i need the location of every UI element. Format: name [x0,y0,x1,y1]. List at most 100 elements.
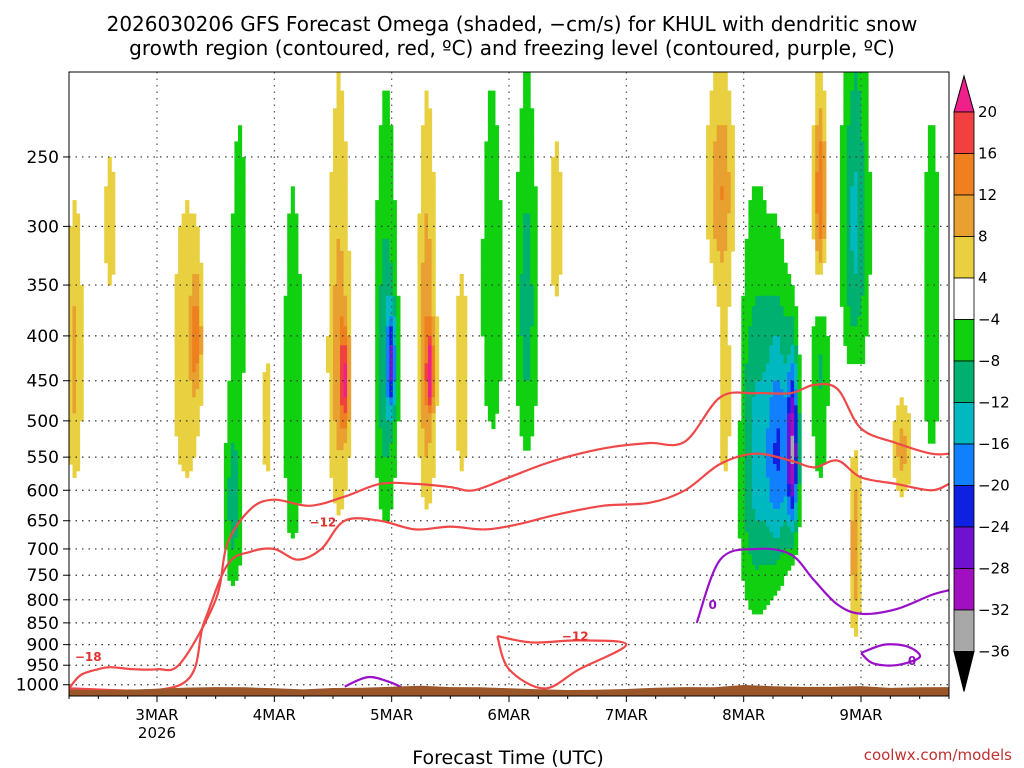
omega-cell [424,496,429,504]
omega-cell [195,316,200,327]
omega-cell [487,200,492,215]
omega-cell [790,380,795,390]
omega-cell [748,428,753,437]
omega-cell [850,502,855,510]
omega-cell [713,90,718,109]
x-tick-label: 9MAR [839,706,882,724]
omega-cell [174,306,179,317]
omega-cell [762,262,767,275]
omega-cell [431,428,436,437]
omega-cell [375,213,380,227]
omega-cell [776,428,781,437]
omega-cell [523,326,528,337]
omega-cell [794,380,799,390]
omega-cell [230,326,235,337]
omega-cell [769,457,774,465]
omega-cell [340,171,345,187]
omega-cell [389,316,394,327]
omega-cell [523,141,528,158]
omega-cell [241,213,246,227]
omega-cell [762,564,767,571]
omega-cell [720,420,725,429]
omega-cell [227,490,232,498]
omega-cell [347,306,352,317]
omega-cell [382,428,387,437]
omega-cell [491,306,496,317]
omega-cell [417,420,422,429]
omega-cell [762,306,767,317]
omega-cell [69,443,74,451]
omega-cell [526,316,531,327]
omega-cell [741,405,746,414]
omega-cell [523,428,528,437]
omega-cell [850,543,855,550]
omega-cell [769,595,774,601]
omega-cell [290,262,295,275]
omega-cell [424,483,429,491]
omega-cell [421,483,426,491]
omega-cell [385,306,390,317]
omega-cell [378,380,383,390]
omega-cell [751,428,756,437]
omega-cell [340,496,345,504]
omega-cell [431,200,436,215]
omega-cell [526,443,531,451]
omega-cell [903,457,908,465]
omega-cell [234,514,239,522]
colorbar-tick-label: 16 [978,145,997,163]
omega-cell [69,372,74,382]
colorbar-band [953,277,975,320]
omega-cell [294,250,299,264]
omega-cell [421,397,426,406]
omega-cell [424,397,429,406]
omega-cell [185,316,190,327]
omega-cell [340,470,345,478]
omega-cell [385,171,390,187]
omega-cell [811,186,816,201]
omega-cell [192,363,197,373]
omega-cell [428,295,433,307]
omega-cell [385,514,390,522]
omega-cell [392,316,397,327]
omega-cell [389,200,394,215]
omega-cell [382,262,387,275]
omega-cell [294,502,299,510]
omega-cell [523,108,528,126]
omega-cell [424,295,429,307]
omega-cell [463,363,468,373]
omega-cell [744,363,749,373]
omega-cell [533,335,538,346]
omega-cell [287,435,292,444]
omega-cell [283,316,288,327]
omega-cell [934,316,939,327]
omega-cell [737,420,742,429]
omega-cell [519,345,524,356]
omega-cell [287,372,292,382]
omega-cell [487,380,492,390]
omega-cell [758,226,763,240]
omega-cell [861,250,866,264]
omega-cell [480,306,485,317]
omega-cell [333,443,338,451]
omega-cell [797,502,802,510]
omega-cell [741,508,746,516]
omega-cell [266,389,271,398]
omega-cell [333,316,338,327]
omega-cell [230,543,235,550]
omega-cell [199,274,204,286]
omega-cell [854,609,859,615]
omega-cell [234,508,239,516]
omega-cell [797,490,802,498]
omega-cell [192,420,197,429]
omega-cell [523,171,528,187]
omega-cell [551,250,556,264]
omega-cell [818,345,823,356]
omega-cell [417,306,422,317]
omega-cell [178,420,183,429]
omega-cell [178,226,183,240]
omega-cell [931,316,936,327]
omega-cell [230,443,235,451]
omega-cell [428,200,433,215]
omega-cell [523,90,528,109]
omega-cell [424,354,429,365]
